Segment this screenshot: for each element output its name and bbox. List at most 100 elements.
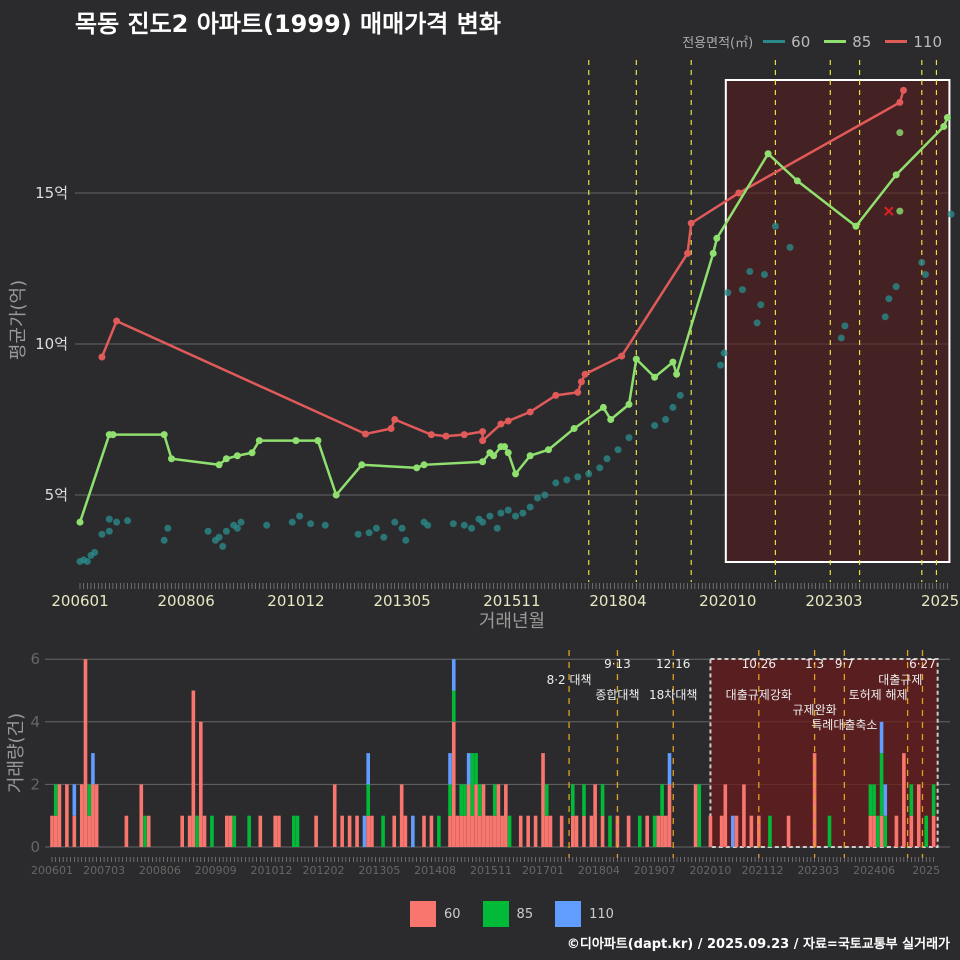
data-point-85 bbox=[490, 452, 498, 460]
x-tick-label: 201012 bbox=[250, 864, 292, 877]
data-point-60 bbox=[497, 509, 505, 517]
bar-60 bbox=[481, 784, 486, 847]
data-point-60 bbox=[512, 512, 520, 520]
bar-60 bbox=[734, 815, 739, 847]
bar-60 bbox=[902, 753, 906, 847]
bar-60 bbox=[571, 815, 575, 847]
data-point-85 bbox=[413, 464, 421, 472]
bar-85 bbox=[883, 815, 888, 847]
data-point-60 bbox=[625, 434, 633, 442]
data-point-60 bbox=[233, 524, 241, 532]
data-point-60 bbox=[921, 271, 929, 279]
data-point-110 bbox=[427, 431, 435, 439]
data-point-60 bbox=[738, 286, 746, 294]
highlight-box bbox=[709, 658, 939, 848]
data-point-60 bbox=[757, 301, 765, 309]
bar-85 bbox=[53, 784, 58, 816]
bar-legend-label-110: 110 bbox=[589, 906, 614, 922]
bar-110 bbox=[448, 753, 452, 785]
data-point-60 bbox=[380, 533, 388, 541]
data-point-85 bbox=[160, 431, 168, 439]
legend-label-85: 85 bbox=[852, 32, 872, 51]
data-point-110 bbox=[98, 353, 106, 361]
bar-legend: 60 85 110 bbox=[410, 901, 614, 927]
data-point-60 bbox=[947, 210, 955, 218]
x-tick-label: 201701 bbox=[522, 864, 564, 877]
x-tick-label: 201305 bbox=[373, 592, 430, 610]
data-point-60 bbox=[574, 473, 582, 481]
x-tick-label: 202303 bbox=[797, 864, 839, 877]
data-point-85 bbox=[625, 400, 633, 408]
data-point-60 bbox=[424, 521, 432, 529]
policy-label: 대출규제강화 bbox=[726, 688, 792, 702]
y-tick-label: 2 bbox=[30, 775, 40, 793]
data-point-110 bbox=[479, 437, 487, 445]
bar-60 bbox=[786, 815, 791, 847]
data-point-60 bbox=[676, 391, 684, 399]
bar-85 bbox=[582, 784, 586, 816]
bar-60 bbox=[124, 815, 129, 847]
bar-85 bbox=[876, 815, 880, 847]
bar-60 bbox=[719, 815, 724, 847]
bar-60 bbox=[656, 815, 661, 847]
data-point-85 bbox=[526, 452, 534, 460]
bar-110 bbox=[366, 753, 370, 785]
bar-60 bbox=[466, 784, 471, 847]
data-point-85 bbox=[222, 455, 230, 463]
data-point-60 bbox=[391, 518, 399, 526]
data-point-60 bbox=[892, 283, 900, 291]
data-point-60 bbox=[215, 533, 223, 541]
bar-60 bbox=[626, 815, 631, 847]
bar-legend-swatch-60 bbox=[410, 901, 436, 927]
data-point-60 bbox=[83, 557, 91, 565]
x-tick-label: 202303 bbox=[805, 592, 862, 610]
x-axis-label: 거래년월 bbox=[479, 611, 545, 632]
data-point-85 bbox=[314, 437, 322, 445]
data-point-60 bbox=[651, 422, 659, 430]
bar-60 bbox=[589, 815, 594, 847]
legend-swatch-85 bbox=[824, 40, 847, 43]
bar-60 bbox=[332, 784, 337, 847]
data-point-60 bbox=[124, 517, 132, 525]
bar-110 bbox=[879, 721, 884, 754]
bar-85 bbox=[879, 753, 884, 816]
bar-60 bbox=[574, 815, 579, 847]
bar-85 bbox=[381, 815, 385, 847]
data-point-60 bbox=[771, 222, 779, 230]
data-point-60 bbox=[552, 479, 560, 487]
policy-date-label: 9·13 bbox=[604, 657, 631, 671]
y-tick-label: 10억 bbox=[35, 335, 68, 353]
bar-60 bbox=[489, 815, 493, 847]
data-point-85 bbox=[669, 358, 677, 366]
bar-85 bbox=[660, 784, 664, 816]
x-tick-label: 201305 bbox=[358, 864, 400, 877]
x-tick-label: 200806 bbox=[158, 592, 215, 610]
data-point-60 bbox=[662, 416, 670, 423]
bar-85 bbox=[492, 784, 497, 816]
bar-85 bbox=[474, 753, 478, 785]
policy-label: 규제완화 bbox=[793, 703, 837, 717]
bar-60 bbox=[199, 721, 203, 847]
x-tick-label: 200601 bbox=[31, 864, 73, 877]
bar-60 bbox=[708, 815, 713, 847]
bar-60 bbox=[79, 784, 84, 847]
policy-label: 특례대출축소 bbox=[811, 718, 877, 732]
bar-60 bbox=[53, 815, 58, 847]
data-point-85 bbox=[892, 171, 900, 179]
data-point-60 bbox=[307, 520, 315, 528]
x-tick-label: 200909 bbox=[195, 864, 237, 877]
data-point-60 bbox=[526, 503, 534, 511]
data-point-110 bbox=[684, 249, 692, 257]
x-tick-label: 201202 bbox=[303, 864, 345, 877]
bar-85 bbox=[924, 815, 928, 847]
data-point-60 bbox=[321, 521, 329, 529]
bar-60 bbox=[474, 784, 478, 847]
legend-label-60: 60 bbox=[791, 32, 811, 51]
y-tick-label: 0 bbox=[30, 838, 40, 856]
bar-60 bbox=[541, 753, 545, 847]
bar-60 bbox=[645, 815, 649, 847]
bar-60 bbox=[559, 815, 564, 847]
data-point-60 bbox=[402, 536, 410, 544]
bar-60 bbox=[916, 784, 921, 847]
data-point-85 bbox=[852, 222, 860, 230]
